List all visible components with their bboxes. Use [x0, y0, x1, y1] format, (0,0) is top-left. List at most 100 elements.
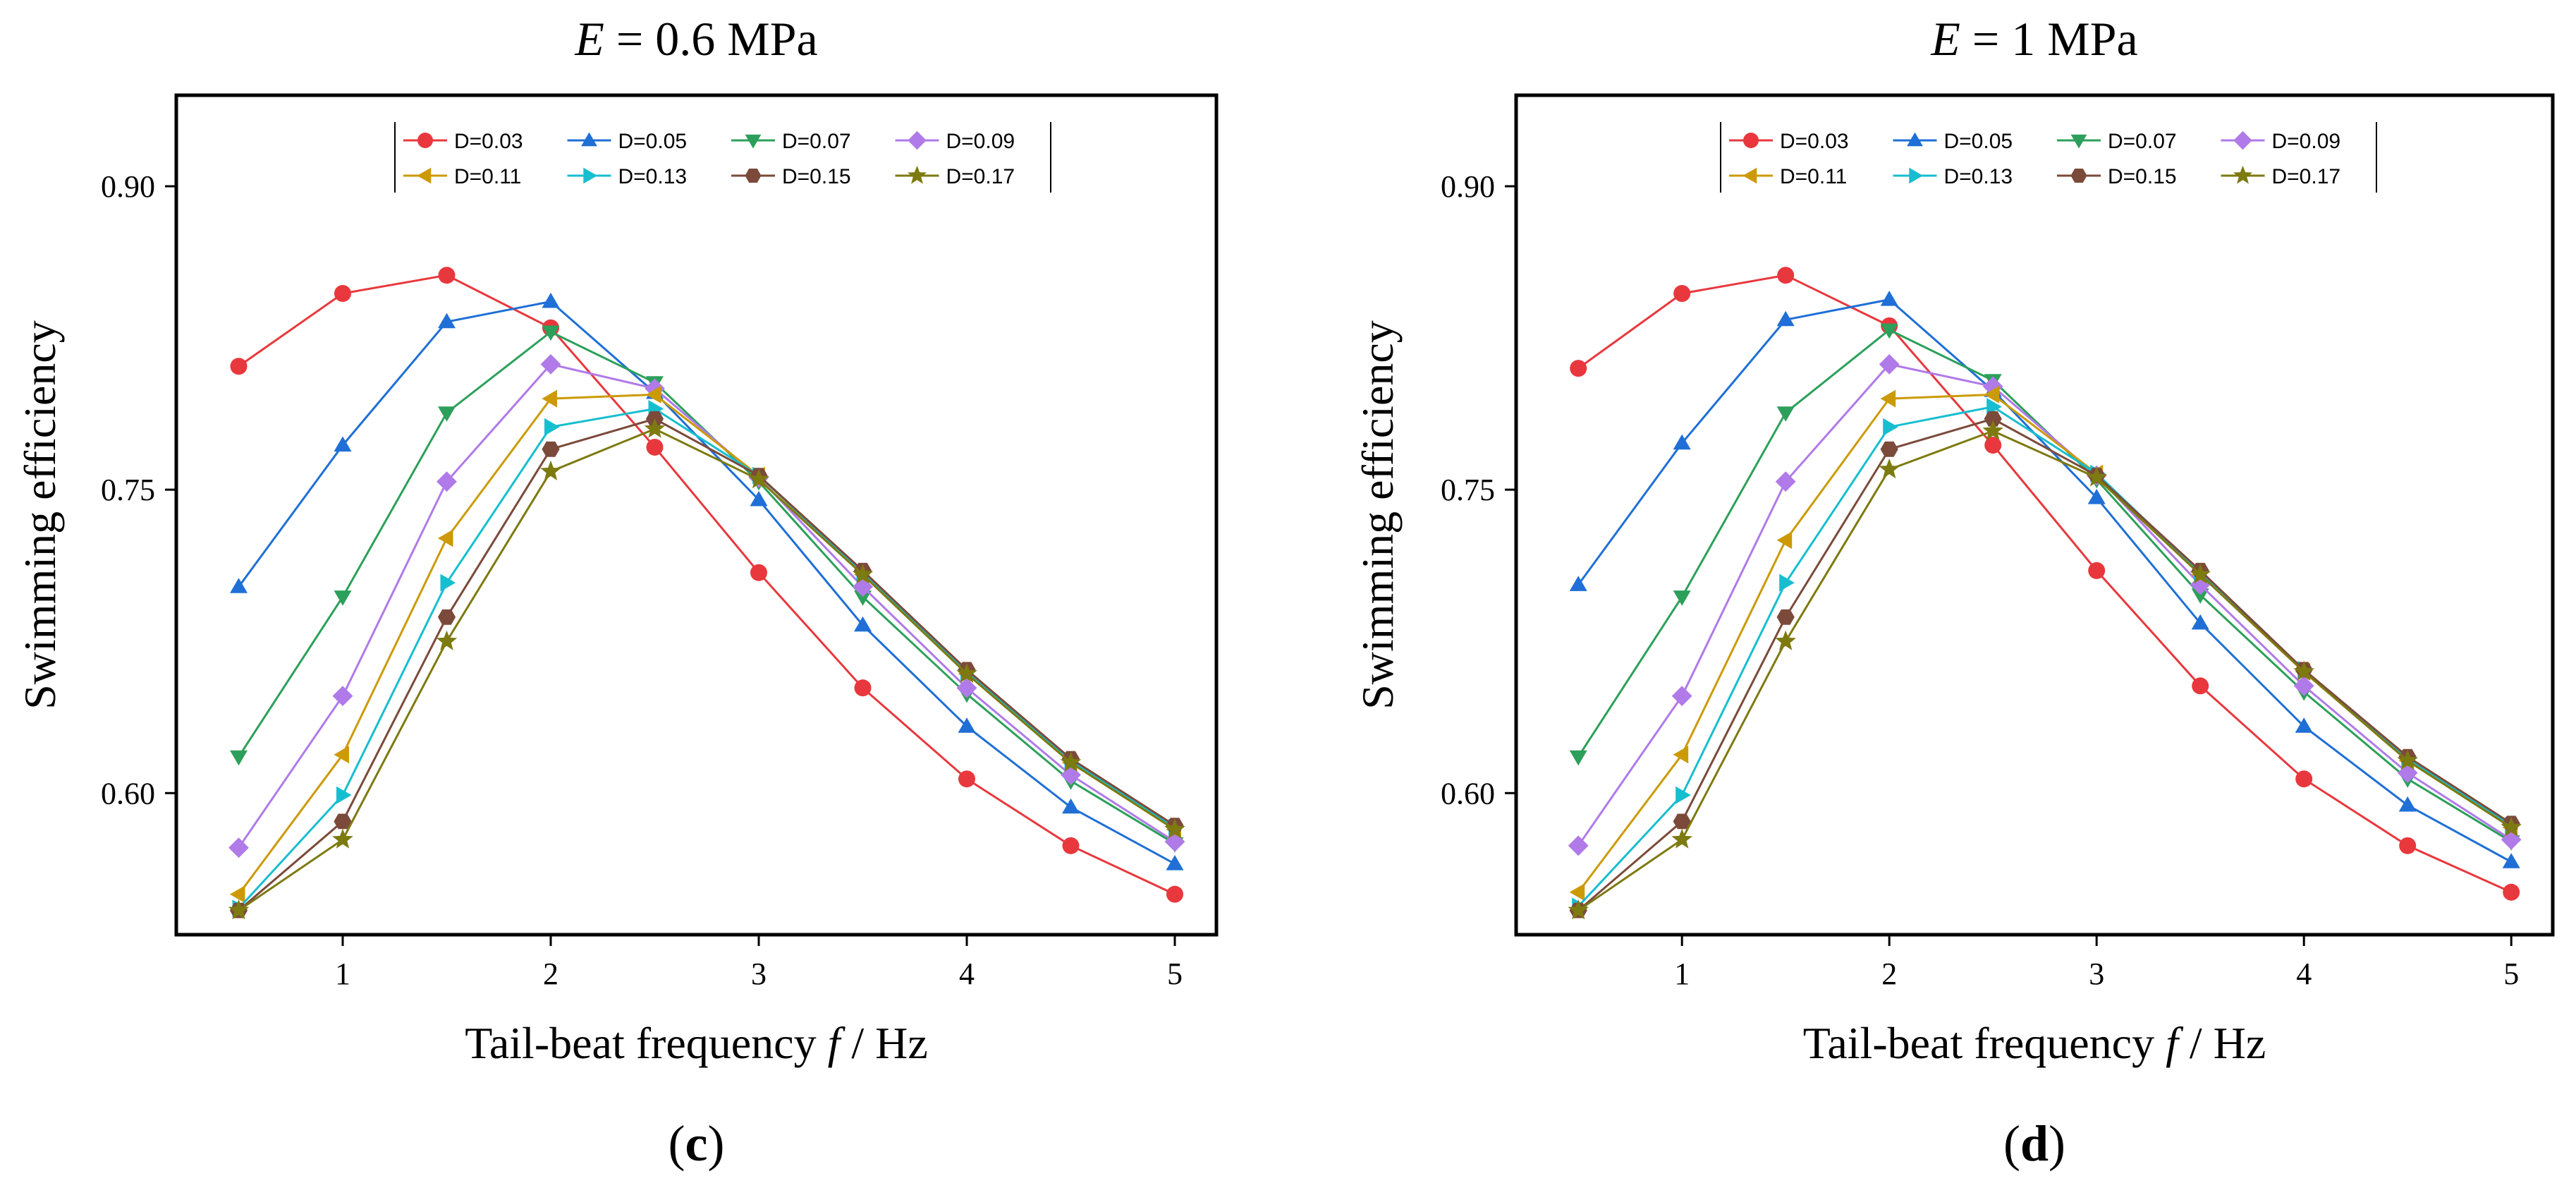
data-point	[1570, 360, 1587, 377]
data-point	[1062, 798, 1080, 814]
legend-entry: D=0.15	[2057, 165, 2177, 188]
chart-panel-c: E = 0.6 MPa 1 2 3 4 5 0.60 0.75 0.90 Tail-beat fr…	[15, 12, 1219, 1172]
data-point	[1675, 786, 1691, 804]
x-axis-label: Tail-beat frequency f / Hz	[1803, 1018, 2266, 1068]
legend-label: D=0.05	[618, 130, 688, 153]
chart-panel-d: E = 1 MPa 1 2 3 4 5 0.60 0.75 0.90 Tail-beat freq…	[1353, 12, 2555, 1172]
plot-frame	[174, 93, 1219, 937]
data-point	[1880, 291, 1898, 306]
legend-marker	[2233, 131, 2252, 150]
data-point	[750, 564, 767, 581]
legend-marker	[417, 133, 433, 148]
y-tick-label: 0.60	[1441, 776, 1495, 811]
data-point	[230, 750, 248, 766]
data-point	[2087, 489, 2106, 504]
legend-entry: D=0.07	[731, 130, 851, 153]
legend-label: D=0.03	[454, 130, 523, 153]
data-point	[2502, 853, 2520, 868]
legend-entry: D=0.11	[1729, 165, 1847, 188]
data-point	[958, 770, 975, 788]
series-line	[1577, 274, 2512, 894]
chart-title: E = 1 MPa	[1930, 12, 2137, 66]
series-line	[238, 274, 1176, 896]
data-point	[437, 609, 456, 625]
x-tick-label: 2	[1881, 957, 1897, 991]
y-tick-label: 0.90	[1441, 169, 1495, 204]
data-point	[1779, 574, 1795, 592]
legend-label: D=0.15	[2108, 165, 2177, 188]
legend-marker	[1743, 133, 1759, 148]
data-point	[2397, 763, 2418, 783]
data-point	[437, 471, 457, 492]
data-point	[1879, 458, 1900, 479]
legend-entry: D=0.09	[2221, 130, 2340, 153]
legend-label: D=0.07	[782, 130, 851, 153]
legend-marker	[1909, 167, 1923, 184]
data-point	[1673, 590, 1691, 606]
data-point	[1982, 376, 2003, 397]
legend-marker	[1907, 132, 1923, 147]
y-axis-label: Swimming efficiency	[1353, 320, 1403, 710]
data-point	[1984, 385, 2000, 404]
data-point	[229, 885, 245, 904]
data-point	[2191, 614, 2209, 630]
data-point	[1776, 531, 1793, 550]
legend-marker	[1742, 167, 1757, 184]
series-line	[238, 407, 1176, 909]
legend-entry: D=0.05	[567, 130, 688, 153]
data-point	[542, 325, 560, 341]
data-point	[1883, 418, 1898, 436]
data-point	[438, 313, 456, 329]
x-tick-label: 3	[2089, 957, 2104, 991]
data-point	[2295, 770, 2313, 788]
data-point	[854, 616, 872, 632]
series-line	[238, 363, 1176, 849]
data-point	[1673, 813, 1691, 830]
data-point	[542, 292, 560, 308]
legend-marker	[581, 132, 597, 147]
data-point	[1776, 310, 1795, 327]
x-tick-label: 2	[543, 957, 558, 991]
data-point	[2295, 717, 2313, 733]
data-point	[2293, 675, 2314, 696]
data-point	[1166, 855, 1184, 871]
data-point	[1569, 576, 1587, 591]
series-line	[1577, 363, 2513, 847]
legend-label: D=0.03	[1780, 130, 1849, 153]
data-point	[1569, 750, 1587, 766]
data-point	[1775, 471, 1796, 492]
data-point	[437, 529, 453, 547]
data-point	[544, 418, 560, 436]
data-point	[1673, 746, 1689, 764]
legend-marker	[907, 165, 927, 184]
data-point	[1568, 835, 1589, 856]
data-point	[1880, 323, 1898, 339]
x-tick-label: 5	[2503, 957, 2519, 991]
legend-label: D=0.15	[782, 165, 851, 188]
data-point	[438, 406, 456, 422]
data-point	[1982, 420, 2003, 440]
series-line	[1577, 418, 2513, 911]
data-point	[230, 358, 248, 375]
data-point	[1984, 437, 2002, 454]
legend-marker	[417, 167, 432, 184]
data-point	[1060, 751, 1082, 772]
data-point	[230, 578, 248, 593]
data-point	[440, 574, 456, 592]
data-point	[542, 441, 560, 457]
data-point	[2399, 837, 2417, 854]
data-point	[336, 786, 352, 804]
series-line	[238, 427, 1176, 911]
legend-entry: D=0.03	[403, 130, 523, 153]
data-point	[1776, 609, 1795, 625]
data-point	[748, 468, 769, 489]
legend-entry: D=0.11	[403, 165, 521, 188]
legend-label: D=0.07	[2108, 130, 2177, 153]
data-point	[334, 590, 352, 606]
data-point	[332, 686, 353, 706]
data-point	[542, 389, 557, 408]
data-point	[2088, 562, 2106, 579]
data-point	[956, 677, 977, 698]
legend-entry: D=0.13	[567, 165, 687, 188]
plot-frame	[1514, 93, 2555, 937]
